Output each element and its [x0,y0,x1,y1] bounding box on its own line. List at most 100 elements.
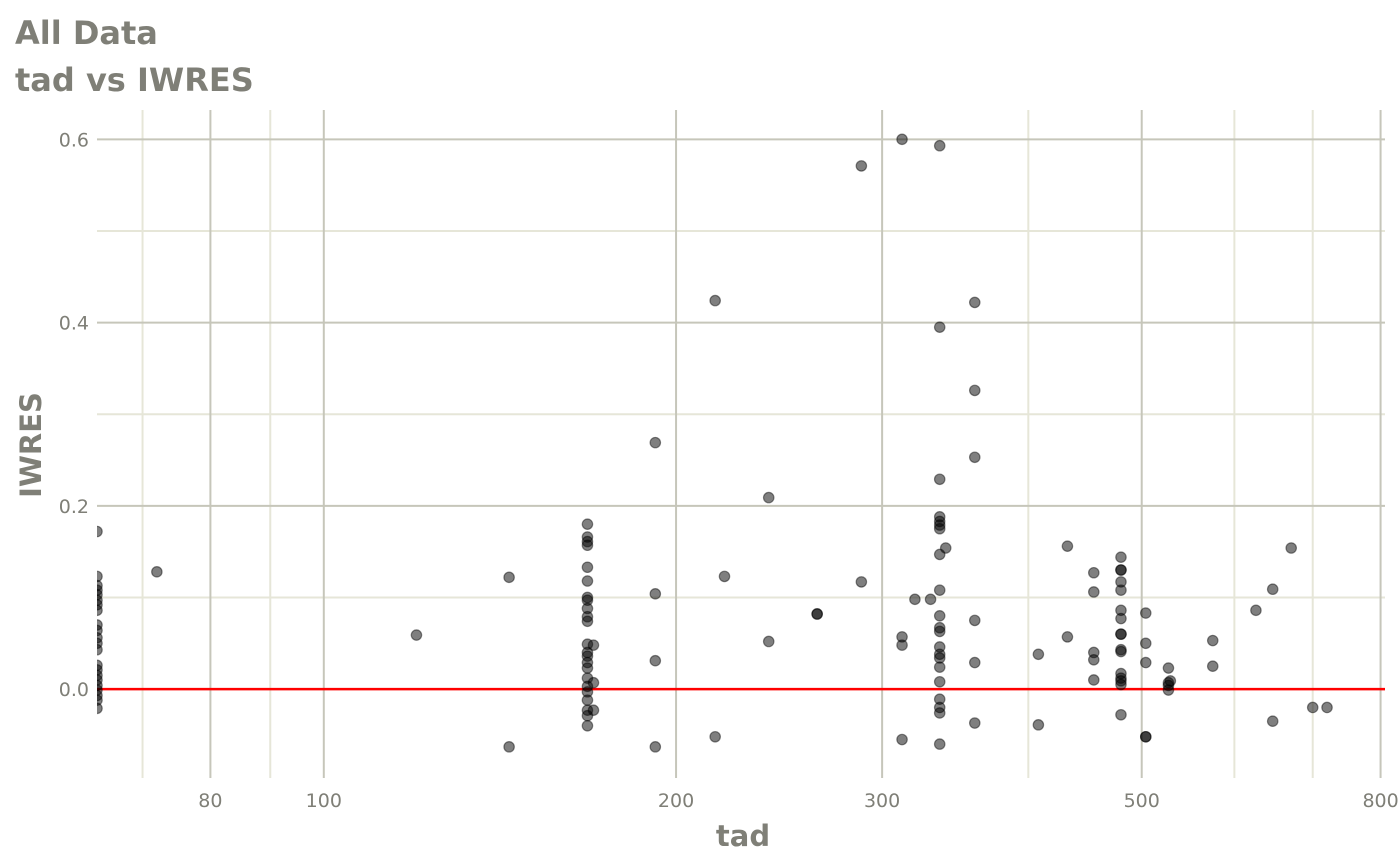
data-point [762,635,775,648]
data-point [581,719,594,732]
data-point [581,539,594,552]
data-point [503,571,515,584]
data-point [933,522,946,535]
data-point [933,625,946,638]
data-point [1032,719,1045,731]
data-point [968,296,981,309]
chart-subtitle: tad vs IWRES [15,61,254,99]
data-point [587,704,600,716]
data-point [709,730,721,743]
data-point [1266,715,1279,727]
data-point [97,643,103,656]
x-tick-label: 500 [1124,790,1160,812]
data-point [1306,701,1319,714]
data-point [581,662,594,674]
data-point [939,542,952,554]
data-point [709,294,721,307]
data-point [581,615,594,628]
data-point [1206,660,1219,673]
data-point [1115,628,1127,640]
data-point [933,661,946,673]
data-point [896,133,908,146]
data-point [1139,637,1152,650]
data-point [649,588,662,600]
data-point [855,576,868,588]
data-point [933,584,946,596]
data-point [1139,656,1152,669]
data-point [587,676,600,689]
data-point [581,518,594,530]
gridlines [97,110,1385,778]
data-points [97,133,1333,753]
chart-title: All Data [15,14,158,52]
data-point [581,694,594,706]
data-point [1115,551,1127,563]
data-point [649,436,662,449]
data-point [968,717,981,729]
data-point [581,575,594,587]
data-point [1162,662,1175,674]
data-point [933,707,946,719]
data-point [1285,542,1298,554]
data-point [1087,653,1100,666]
data-point [718,570,731,583]
data-point [933,675,946,688]
data-point [587,639,600,651]
data-point [1061,631,1074,643]
data-point [896,639,908,651]
data-point [1250,604,1262,617]
data-point [1061,540,1074,552]
x-tick-label: 100 [306,790,342,812]
data-point [649,741,662,753]
data-point [1115,564,1127,576]
y-axis-label: IWRES [14,392,48,498]
data-point [968,384,981,397]
data-point [1164,675,1177,687]
data-point [762,491,775,504]
data-point [1115,645,1127,658]
data-point [1115,678,1127,691]
data-point [1139,730,1152,743]
data-point [933,738,946,750]
data-point [410,629,423,641]
x-axis-label: tad [716,819,770,853]
data-point [1115,708,1127,721]
y-tick-label: 0.0 [59,679,89,701]
data-point [581,561,594,574]
tick-labels: 0.0 0.2 0.4 0.6 80 100 200 300 500 800 [59,129,1399,812]
data-point [649,654,662,667]
x-tick-label: 800 [1362,790,1398,812]
data-point [97,604,103,617]
y-tick-label: 0.6 [59,129,89,151]
data-point [1139,607,1152,619]
data-point [909,593,921,606]
x-tick-label: 200 [658,790,694,812]
data-point [933,473,946,486]
y-tick-label: 0.4 [59,313,89,335]
data-point [1087,674,1100,686]
data-point [933,139,946,152]
data-point [97,525,103,538]
data-point [968,614,981,627]
data-point [968,451,981,464]
data-point [933,321,946,333]
data-point [1087,566,1100,579]
data-point [968,656,981,669]
data-point [97,702,103,715]
data-point [811,608,823,620]
data-point [1032,648,1045,661]
data-point [1266,583,1279,596]
y-tick-label: 0.2 [59,496,89,518]
x-tick-label: 80 [198,790,222,812]
data-point [151,566,163,578]
data-point [1115,612,1127,625]
data-point [503,741,515,753]
data-point [1321,701,1333,714]
data-point [933,610,946,622]
data-point [1115,584,1127,596]
data-point [1087,586,1100,598]
data-point [1206,634,1219,647]
data-point [896,733,908,746]
data-point [924,593,937,606]
